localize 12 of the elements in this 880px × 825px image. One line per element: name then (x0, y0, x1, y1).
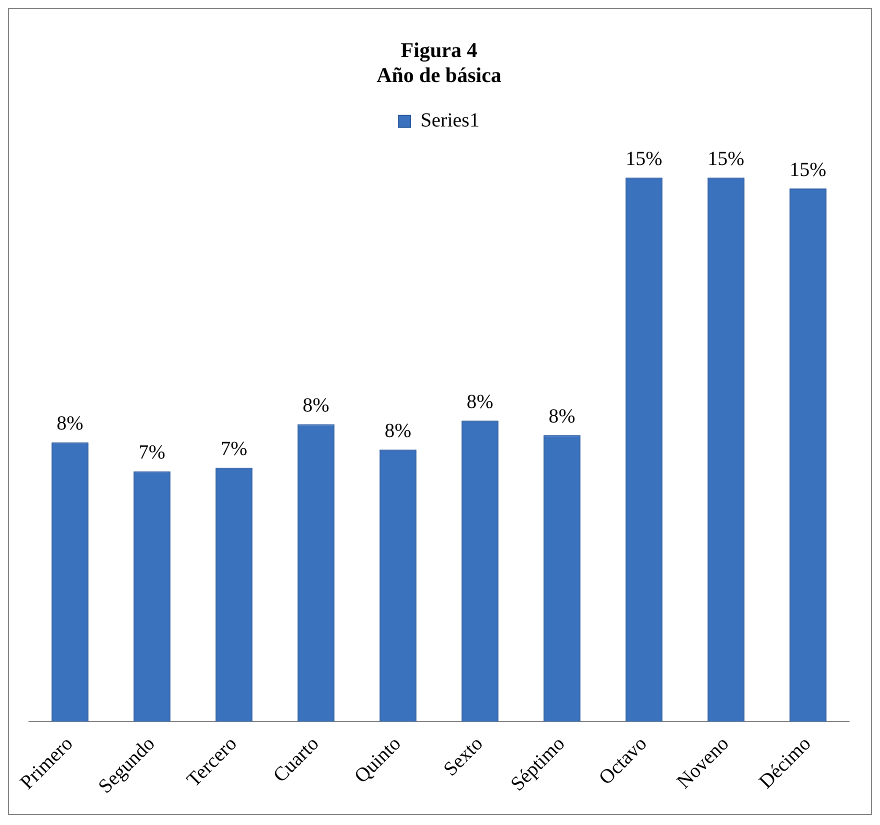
data-label: 8% (302, 394, 330, 416)
data-label: 8% (56, 412, 84, 435)
data-label: 8% (384, 420, 412, 442)
data-label: 7% (220, 438, 248, 460)
data-label: 15% (790, 158, 826, 181)
legend-label: Series1 (420, 110, 480, 132)
data-label: 15% (708, 148, 744, 170)
data-label: 7% (138, 442, 166, 464)
data-label: 15% (626, 148, 662, 170)
chart-title: Figura 4 Año de básica (376, 38, 502, 88)
data-label: 8% (466, 390, 494, 413)
data-label: 8% (548, 405, 576, 428)
